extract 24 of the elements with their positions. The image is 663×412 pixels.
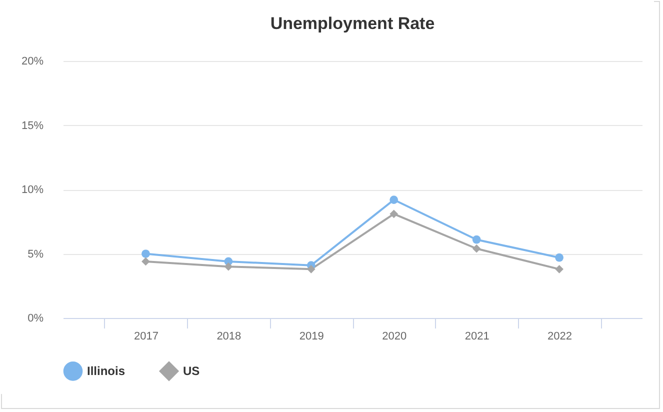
chart-title: Unemployment Rate bbox=[270, 14, 435, 33]
x-tick-label: 2022 bbox=[548, 330, 572, 342]
legend-label: US bbox=[183, 364, 200, 378]
y-tick-label: 15% bbox=[21, 120, 44, 132]
point bbox=[306, 264, 316, 274]
x-tick-label: 2017 bbox=[134, 330, 158, 342]
point bbox=[472, 244, 481, 253]
legend-label: Illinois bbox=[87, 364, 126, 378]
point bbox=[224, 262, 233, 271]
y-tick-label: 0% bbox=[28, 312, 44, 324]
point bbox=[142, 257, 150, 266]
x-tick-label: 2020 bbox=[382, 330, 407, 342]
y-tick-label: 10% bbox=[21, 184, 44, 196]
x-tick-label: 2019 bbox=[299, 330, 324, 342]
point bbox=[472, 235, 481, 244]
x-tick-label: 2018 bbox=[216, 330, 242, 342]
y-tick-label: 20% bbox=[21, 56, 44, 68]
y-tick-label: 5% bbox=[28, 248, 44, 260]
point bbox=[555, 264, 564, 274]
point bbox=[390, 210, 398, 218]
point bbox=[142, 250, 150, 258]
point bbox=[555, 253, 564, 262]
x-tick-label: 2021 bbox=[464, 330, 490, 342]
point bbox=[390, 196, 398, 204]
